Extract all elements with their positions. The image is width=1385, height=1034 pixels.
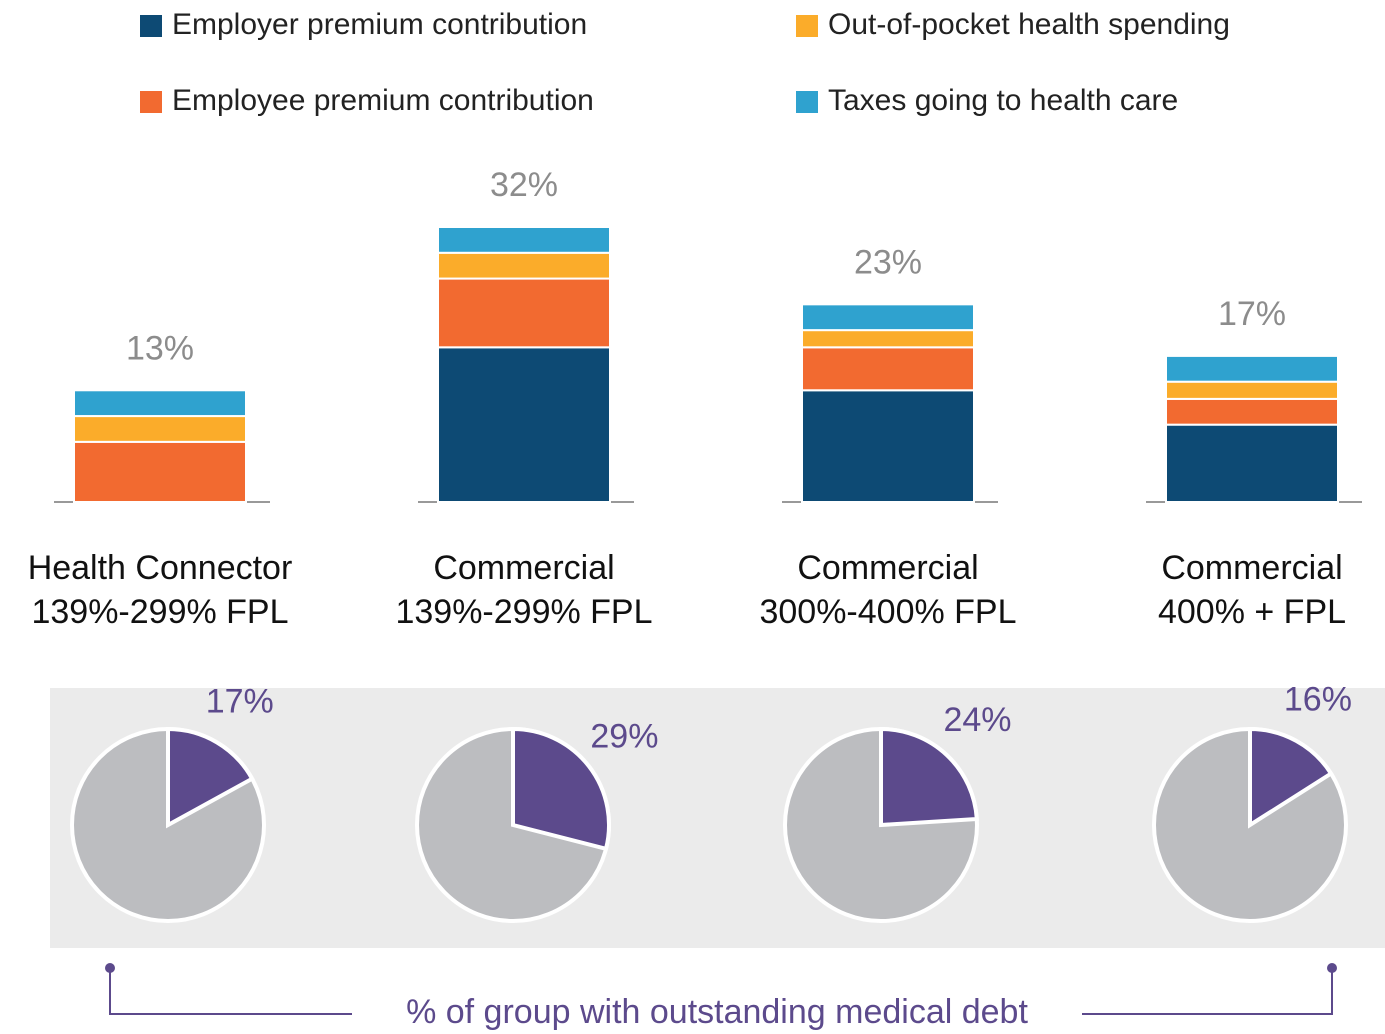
bar-segment bbox=[1165, 397, 1339, 426]
bar-segment bbox=[1165, 423, 1339, 503]
bar-segment bbox=[73, 415, 247, 443]
pie-label: 24% bbox=[943, 701, 1011, 739]
category-label: 139%-299% FPL bbox=[395, 593, 652, 631]
pie-slice bbox=[879, 726, 979, 828]
pie-title: % of group with outstanding medical debt bbox=[406, 993, 1028, 1031]
bar-segment bbox=[73, 440, 247, 503]
bracket-dot bbox=[105, 963, 115, 973]
legend-label: Taxes going to health care bbox=[828, 84, 1178, 117]
legend-swatch bbox=[140, 15, 162, 37]
legend-label: Employee premium contribution bbox=[172, 84, 594, 117]
bar-segment bbox=[1165, 354, 1339, 383]
category-label: Health Connector bbox=[28, 549, 293, 587]
legend-swatch bbox=[796, 91, 818, 113]
bracket-dot bbox=[1327, 963, 1337, 973]
bracket-right bbox=[1082, 968, 1333, 1015]
category-label: 139%-299% FPL bbox=[31, 593, 288, 631]
bar-segment bbox=[437, 277, 611, 349]
category-label: Commercial bbox=[433, 549, 614, 587]
bar-segment bbox=[1165, 380, 1339, 400]
bracket-left bbox=[109, 968, 352, 1015]
pie-label: 17% bbox=[206, 683, 274, 721]
legend-swatch bbox=[140, 91, 162, 113]
pie-slice bbox=[511, 726, 611, 852]
legend-label: Out-of-pocket health spending bbox=[828, 8, 1230, 41]
bar-segment bbox=[801, 303, 975, 332]
bar-segment bbox=[801, 389, 975, 503]
category-label: Commercial bbox=[797, 549, 978, 587]
category-label: 300%-400% FPL bbox=[759, 593, 1016, 631]
pie-slice bbox=[166, 726, 255, 829]
legend-label: Employer premium contribution bbox=[172, 8, 587, 41]
category-label: Commercial bbox=[1161, 549, 1342, 587]
total-label: 32% bbox=[490, 166, 558, 204]
category-label: 400% + FPL bbox=[1158, 593, 1346, 631]
pie-slice bbox=[1248, 726, 1334, 829]
bar-segment bbox=[801, 346, 975, 392]
total-label: 13% bbox=[126, 329, 194, 367]
pie-label: 29% bbox=[590, 718, 658, 756]
bracket bbox=[109, 968, 1333, 1015]
bar-segment bbox=[437, 346, 611, 503]
pie-label: 16% bbox=[1284, 680, 1352, 718]
total-label: 17% bbox=[1218, 295, 1286, 333]
total-label: 23% bbox=[854, 243, 922, 281]
bar-segment bbox=[73, 389, 247, 418]
legend-swatch bbox=[796, 15, 818, 37]
bar-segment bbox=[437, 226, 611, 254]
bar-segment bbox=[801, 329, 975, 349]
bar-segment bbox=[437, 251, 611, 280]
